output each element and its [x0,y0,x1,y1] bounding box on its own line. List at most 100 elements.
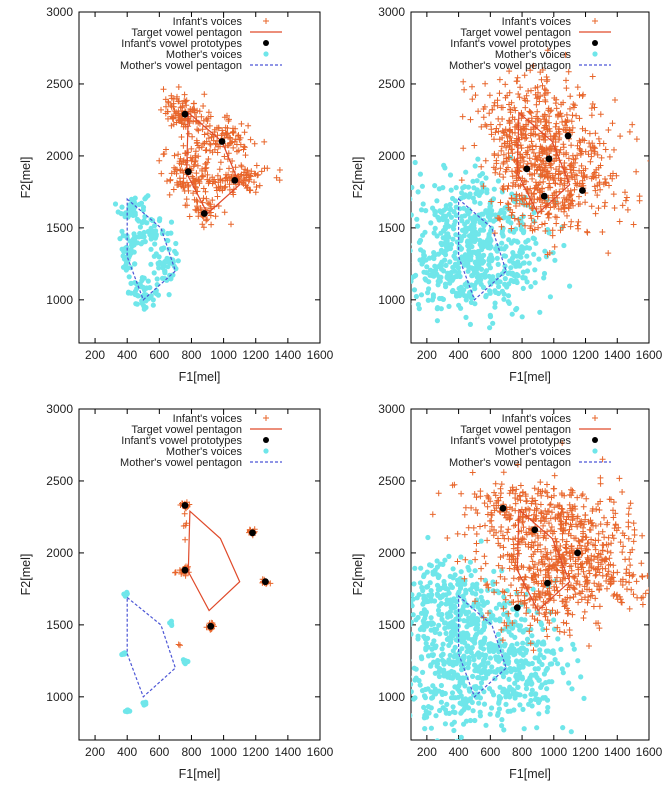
infant-voice-point [510,575,517,582]
infant-voice-point [209,149,216,156]
mother-voice-point [173,240,179,247]
infant-voice-point [190,100,197,107]
infant-voice-point [579,491,586,498]
mother-voice-point [454,738,460,740]
x-tick-label: 1200 [242,348,269,362]
infant-voice-point [596,569,603,576]
x-tick-label: 1600 [307,348,334,362]
infant-voice-point [513,486,520,493]
mother-voice-point [426,592,432,598]
mother-voice-point [522,617,528,623]
legend-swatch-prototypes [263,40,269,46]
mother-voice-point [126,274,132,280]
infant-voice-point [207,212,214,219]
mother-voice-point [426,286,432,292]
infant-voice-point [177,166,184,173]
mother-voice-point [136,234,142,240]
mother-voice-point [411,631,414,637]
infant-voice-point [191,109,198,116]
infant-vowel-prototype-point [540,192,548,200]
mother-voice-point [140,239,146,245]
infant-voice-point [213,141,220,148]
infant-voice-point [602,199,609,206]
infant-voice-point [642,590,649,597]
infant-voice-point [454,558,461,565]
infant-voice-point [460,145,467,152]
mother-voice-point [491,278,497,284]
mother-voice-point [452,268,458,274]
mother-voice-point [420,601,426,607]
mother-voice-point [497,695,504,701]
x-tick-label: 800 [181,348,201,362]
infant-voice-point [532,161,539,168]
infant-voice-point [547,148,554,154]
mother-voice-point [436,603,442,609]
mother-voice-point [394,575,399,580]
infant-voice-point [610,514,617,521]
mother-voice-point [492,300,498,306]
infant-voice-point [481,500,488,507]
infant-voice-point [565,68,572,75]
infant-voice-point [247,136,254,143]
mother-voice-point [150,297,156,303]
mother-voice-point [534,725,540,731]
mother-voice-point [518,658,524,664]
infant-voice-point [449,482,456,489]
infant-voice-point [219,186,226,192]
mother-voice-point [466,207,472,213]
mother-voice-point [428,620,434,626]
infant-voice-point [544,76,551,83]
infant-voice-point [528,110,535,116]
mother-voice-point [463,700,469,706]
infant-voice-point [580,173,587,180]
infant-voice-point [461,575,468,582]
mother-voice-point [120,650,126,657]
mother-voice-point [506,300,512,306]
mother-voice-point [483,675,489,681]
infant-voice-point [195,127,202,134]
infant-voice-point [595,135,602,142]
mother-voice-point [423,640,429,646]
infant-voice-point [588,112,595,119]
infant-voice-point [189,106,196,113]
infant-vowel-prototype-point [564,132,572,140]
infant-voice-point [607,581,614,588]
infant-voice-point [473,494,480,501]
infant-voice-point [613,527,620,534]
mother-voice-point [403,652,408,657]
mother-voice-point [439,242,445,248]
mother-voice-point [526,608,532,614]
infant-voice-point [568,486,574,493]
mother-voice-point [499,240,505,246]
mother-voice-point [472,717,478,724]
infant-voice-point [583,559,590,566]
infant-voice-point [256,182,263,189]
infant-voice-point [622,556,629,563]
infant-voice-point [523,604,530,611]
infant-voice-point [530,62,537,69]
mother-voice-point [526,260,532,266]
infant-voice-point [222,183,229,190]
infant-voice-point [591,580,598,587]
mother-voice-point [520,629,526,635]
infant-voice-point [504,200,511,207]
mother-voice-point [420,669,426,676]
infant-voice-point [622,197,629,204]
infant-voice-point [624,206,631,213]
infant-vowel-prototype-point [218,138,226,145]
mother-voice-point [411,658,412,662]
infant-voice-point [612,510,619,517]
infant-voice-point [609,532,616,539]
mother-voice-point [571,646,577,652]
infant-voice-point [532,131,539,138]
infant-voice-point [218,132,225,139]
infant-voice-point [639,573,645,580]
infant-voice-point [574,578,581,585]
infant-voice-point [163,146,169,153]
infant-voice-point [636,197,643,204]
infant-voice-point [539,167,546,174]
infant-voice-point [492,492,499,499]
infant-voice-point [575,556,582,563]
infant-voice-point [206,140,213,147]
infant-voice-point [534,617,541,624]
